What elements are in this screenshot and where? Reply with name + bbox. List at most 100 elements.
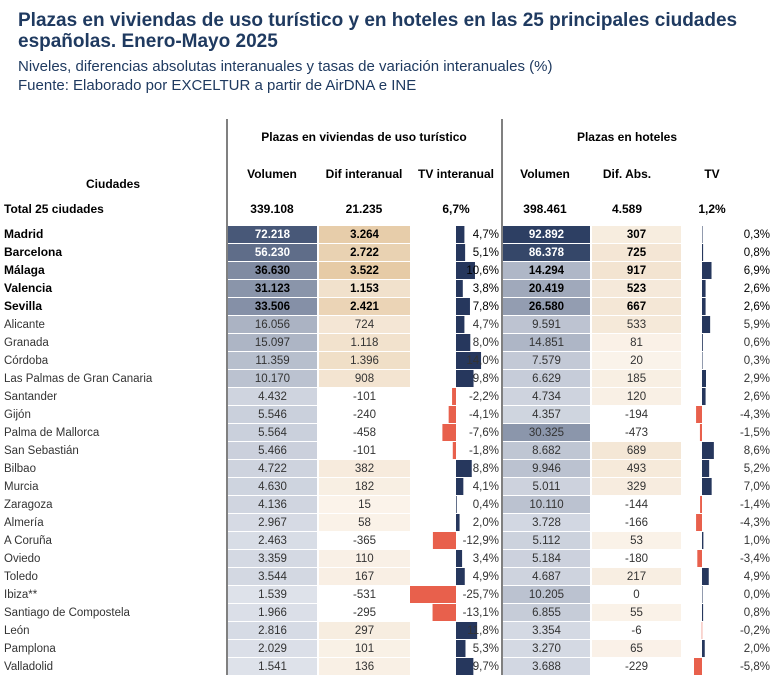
diff-cell [592, 568, 681, 585]
tv-bar [456, 370, 474, 387]
htv-value: -5,8% [740, 661, 770, 673]
volume-cell [503, 388, 590, 405]
city-label: Gijón [4, 409, 31, 421]
volume-cell [503, 658, 590, 675]
tv-bar [452, 388, 456, 405]
tv-value: 2,0% [473, 517, 499, 529]
htv-value: 2,6% [744, 391, 770, 403]
diff-cell [319, 658, 410, 675]
htv-bar [702, 280, 706, 297]
chart-subtitle: Niveles, diferencias absolutas interanua… [18, 57, 758, 95]
city-label: Valencia [4, 281, 52, 295]
volume-cell [228, 478, 317, 495]
tv-bar [456, 226, 465, 243]
diff-value: -229 [625, 661, 648, 673]
htv-bar [702, 226, 703, 243]
city-label: Santiago de Compostela [4, 607, 131, 619]
diff-value: 136 [355, 661, 374, 673]
diff-value: -101 [353, 391, 376, 403]
volume-cell [503, 406, 590, 423]
diff-value: 3.264 [350, 229, 379, 241]
volume-cell [228, 604, 317, 621]
htv-value: 0,3% [744, 355, 770, 367]
diff-value: -295 [353, 607, 376, 619]
volume-value: 9.591 [532, 319, 561, 331]
subtitle-line-2: Fuente: Elaborado por EXCELTUR a partir … [18, 77, 417, 94]
volume-cell [228, 622, 317, 639]
htv-bar [702, 334, 703, 351]
volume-value: 36.630 [255, 265, 290, 277]
volume-cell [228, 226, 317, 243]
diff-value: 382 [355, 463, 374, 475]
volume-cell [228, 370, 317, 387]
diff-value: 689 [627, 445, 646, 457]
city-label: Palma de Mallorca [4, 427, 100, 439]
tv-value: 4,9% [473, 571, 499, 583]
tv-bar [456, 622, 478, 639]
tv-value: 14,0% [466, 355, 499, 367]
volume-value: 8.682 [532, 445, 561, 457]
column-header: TV interanual [418, 167, 494, 181]
htv-value: -1,5% [740, 427, 770, 439]
diff-value: 917 [627, 265, 646, 277]
volume-value: 4.722 [258, 463, 287, 475]
diff-value: -166 [625, 517, 648, 529]
tv-value: 0,4% [473, 499, 499, 511]
volume-value: 4.734 [532, 391, 561, 403]
volume-value: 1.966 [258, 607, 287, 619]
diff-cell [319, 280, 410, 297]
volume-cell [503, 514, 590, 531]
tv-value: 4,7% [473, 319, 499, 331]
htv-bar [702, 586, 703, 603]
column-header: Dif interanual [326, 167, 403, 181]
diff-value: 217 [627, 571, 646, 583]
volume-value: 31.123 [255, 283, 290, 295]
diff-cell [319, 532, 410, 549]
diff-cell [592, 460, 681, 477]
diff-cell [319, 388, 410, 405]
volume-value: 3.270 [532, 643, 561, 655]
volume-cell [228, 658, 317, 675]
htv-bar [702, 370, 706, 387]
volume-value: 7.579 [532, 355, 561, 367]
diff-cell [592, 496, 681, 513]
diff-cell [592, 406, 681, 423]
diff-cell [592, 586, 681, 603]
diff-cell [319, 478, 410, 495]
volume-value: 3.728 [532, 517, 561, 529]
htv-value: 0,8% [744, 607, 770, 619]
volume-cell [503, 442, 590, 459]
city-label: Granada [4, 337, 49, 349]
tv-bar [456, 298, 470, 315]
volume-value: 4.357 [532, 409, 561, 421]
volume-cell [503, 352, 590, 369]
tv-bar [456, 334, 471, 351]
htv-value: 0,8% [744, 247, 770, 259]
htv-bar [696, 514, 702, 531]
volume-value: 1.539 [258, 589, 287, 601]
city-label: Málaga [4, 263, 45, 277]
htv-value: -4,3% [740, 409, 770, 421]
diff-value: 110 [355, 553, 373, 565]
htv-value: -1,4% [740, 499, 770, 511]
volume-cell [503, 244, 590, 261]
city-label: Pamplona [4, 643, 56, 655]
total-value: 339.108 [250, 202, 294, 216]
htv-value: 2,9% [744, 373, 770, 385]
volume-cell [228, 352, 317, 369]
diff-value: -194 [625, 409, 649, 421]
diff-value: -240 [353, 409, 376, 421]
tv-bar [432, 532, 456, 549]
volume-cell [228, 280, 317, 297]
volume-value: 5.011 [533, 481, 561, 493]
diff-value: 667 [627, 301, 646, 313]
htv-value: 2,0% [744, 643, 770, 655]
volume-value: 86.378 [529, 247, 565, 259]
diff-value: 53 [630, 535, 643, 547]
city-label: Las Palmas de Gran Canaria [4, 373, 153, 385]
city-label: A Coruña [4, 535, 53, 547]
diff-cell [319, 262, 410, 279]
diff-cell [592, 658, 681, 675]
volume-cell [228, 550, 317, 567]
tv-bar [456, 496, 457, 513]
